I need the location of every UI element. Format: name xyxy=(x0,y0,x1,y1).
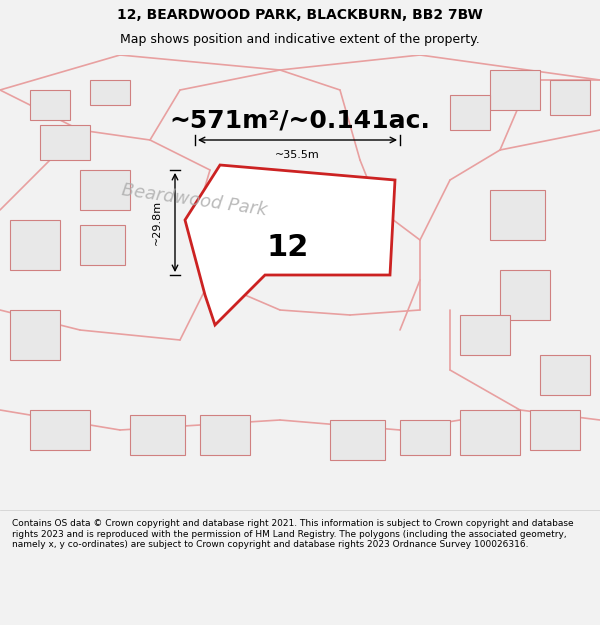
Polygon shape xyxy=(460,410,520,455)
Polygon shape xyxy=(490,190,545,240)
Polygon shape xyxy=(550,80,590,115)
Text: Map shows position and indicative extent of the property.: Map shows position and indicative extent… xyxy=(120,33,480,46)
Polygon shape xyxy=(200,415,250,455)
Polygon shape xyxy=(40,125,90,160)
Polygon shape xyxy=(490,70,540,110)
Text: Beardwood Park: Beardwood Park xyxy=(120,181,268,219)
Polygon shape xyxy=(450,95,490,130)
Polygon shape xyxy=(10,220,60,270)
Polygon shape xyxy=(90,80,130,105)
Polygon shape xyxy=(540,355,590,395)
Text: 12, BEARDWOOD PARK, BLACKBURN, BB2 7BW: 12, BEARDWOOD PARK, BLACKBURN, BB2 7BW xyxy=(117,8,483,22)
Polygon shape xyxy=(30,410,90,450)
Text: ~29.8m: ~29.8m xyxy=(152,200,162,245)
Polygon shape xyxy=(400,420,450,455)
Polygon shape xyxy=(330,420,385,460)
Polygon shape xyxy=(80,225,125,265)
Polygon shape xyxy=(30,90,70,120)
Text: Contains OS data © Crown copyright and database right 2021. This information is : Contains OS data © Crown copyright and d… xyxy=(12,519,574,549)
Polygon shape xyxy=(130,415,185,455)
Text: 12: 12 xyxy=(266,233,309,262)
Polygon shape xyxy=(80,170,130,210)
Text: ~35.5m: ~35.5m xyxy=(275,150,320,160)
Polygon shape xyxy=(460,315,510,355)
Polygon shape xyxy=(10,310,60,360)
Polygon shape xyxy=(530,410,580,450)
Polygon shape xyxy=(500,270,550,320)
Text: ~571m²/~0.141ac.: ~571m²/~0.141ac. xyxy=(170,108,430,132)
Polygon shape xyxy=(185,165,395,325)
